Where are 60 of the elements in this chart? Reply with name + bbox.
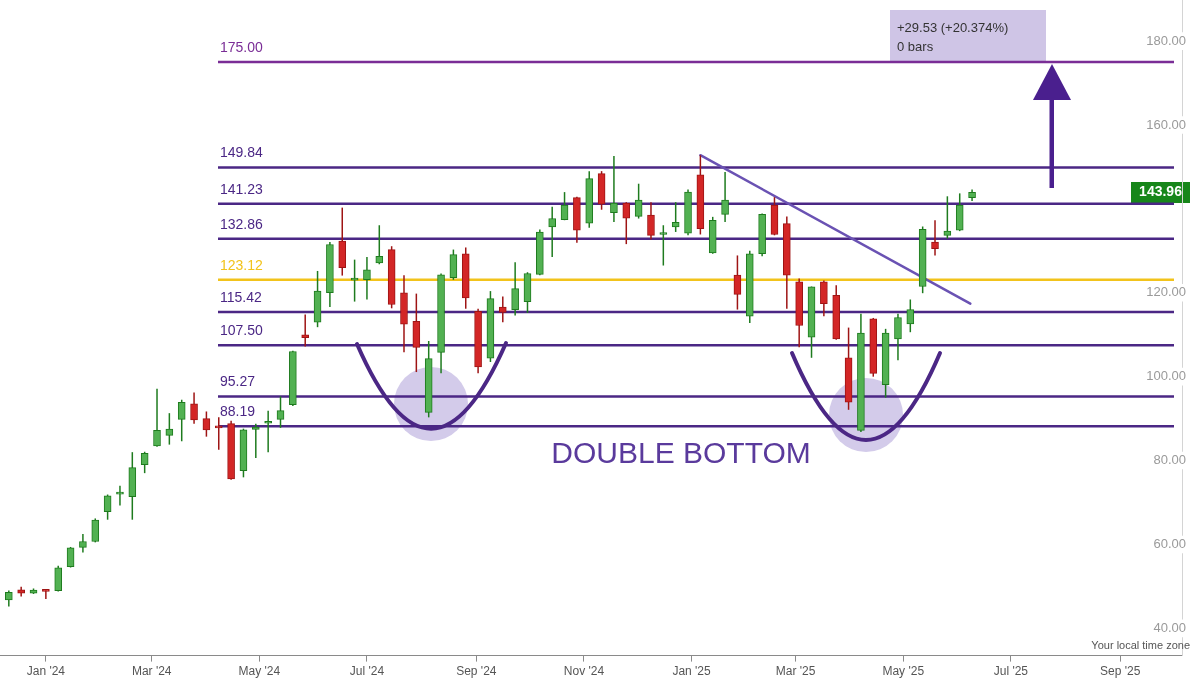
x-tick-label: Jan '24 xyxy=(26,664,66,679)
y-tick-label: 180.00 xyxy=(1146,32,1186,48)
annotation: DOUBLE BOTTOM xyxy=(551,436,811,470)
candlestick xyxy=(659,224,668,267)
candlestick xyxy=(350,258,359,303)
candlestick xyxy=(943,195,952,240)
candlestick xyxy=(42,588,50,600)
ref-line-label: 149.84 xyxy=(220,144,264,161)
y-tick-label: 160.00 xyxy=(1146,116,1186,132)
x-tick-label: Sep '24 xyxy=(456,664,497,679)
y-tick-label: 80.00 xyxy=(1153,452,1186,468)
candlestick xyxy=(264,409,272,453)
x-tick-label: Jul '24 xyxy=(349,664,385,679)
candlestick xyxy=(103,493,112,521)
ref-line-label: 132.86 xyxy=(220,215,264,232)
candlestick xyxy=(375,224,384,265)
annotation: 0 bars xyxy=(897,38,934,54)
annotation: 143.96 xyxy=(1139,183,1183,200)
ref-line-label: 88.19 xyxy=(220,403,256,420)
x-tick-label: Jul '25 xyxy=(993,664,1029,679)
candlestick xyxy=(190,391,198,425)
annotation: +29.53 (+20.374%) xyxy=(897,19,1009,35)
y-tick-label: 120.00 xyxy=(1146,284,1186,300)
candlestick xyxy=(177,398,186,443)
candlestick xyxy=(153,388,161,448)
x-tick-label: May '25 xyxy=(882,664,925,679)
ref-line-label: 123.12 xyxy=(220,256,264,273)
candlestick xyxy=(363,256,371,301)
candlestick xyxy=(894,313,902,362)
x-tick-label: Mar '24 xyxy=(131,664,172,679)
ref-line-label: 115.42 xyxy=(220,288,262,305)
candlestick xyxy=(498,295,507,323)
candlestick xyxy=(276,395,285,429)
candlestick xyxy=(671,201,680,233)
candlestick xyxy=(610,155,618,223)
x-tick-label: Mar '25 xyxy=(775,664,816,679)
ref-line-label: 107.50 xyxy=(220,322,264,339)
ref-line-label: 95.27 xyxy=(220,373,256,390)
x-tick-label: May '24 xyxy=(238,664,281,679)
x-tick-label: Sep '25 xyxy=(1100,664,1141,679)
candlestick xyxy=(301,313,310,348)
y-tick-label: 40.00 xyxy=(1153,619,1186,635)
y-tick-label: 100.00 xyxy=(1146,368,1186,384)
candlestick xyxy=(511,261,519,317)
candlestick xyxy=(931,219,939,257)
candlestick xyxy=(721,171,729,223)
candlestick xyxy=(955,192,964,232)
candlestick xyxy=(647,201,655,241)
candlestick xyxy=(820,279,828,318)
candlestick xyxy=(906,298,915,333)
x-tick-label: Jan '25 xyxy=(672,664,712,679)
candlestick xyxy=(622,201,631,245)
annotation: Your local time zone xyxy=(1091,639,1190,652)
candlestick xyxy=(79,533,87,554)
ref-line-label: 141.23 xyxy=(220,180,264,197)
x-tick-label: Nov '24 xyxy=(563,664,605,679)
y-tick-label: 60.00 xyxy=(1153,536,1186,552)
candlestick xyxy=(54,565,63,593)
candlestick xyxy=(548,206,557,258)
ref-line-label: 175.00 xyxy=(220,38,264,55)
